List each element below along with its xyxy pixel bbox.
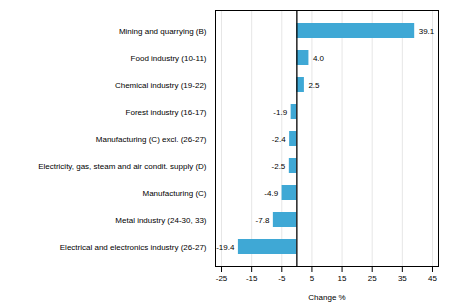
svg-text:Change %: Change % [308,293,345,302]
svg-text:-5: -5 [278,274,286,283]
svg-text:-2.4: -2.4 [272,135,286,144]
svg-text:15: 15 [338,274,347,283]
svg-text:2.5: 2.5 [308,81,320,90]
svg-text:Metal industry (24-30, 33): Metal industry (24-30, 33) [115,216,206,225]
svg-text:Chemical industry (19-22): Chemical industry (19-22) [115,81,207,90]
svg-text:39.1: 39.1 [419,27,435,36]
svg-text:-19.4: -19.4 [216,243,235,252]
svg-text:-2.5: -2.5 [272,162,286,171]
svg-text:Electrical and electronics ind: Electrical and electronics industry (26-… [60,243,207,252]
svg-text:-7.8: -7.8 [256,216,270,225]
svg-text:-15: -15 [246,274,258,283]
svg-text:35: 35 [398,274,407,283]
svg-text:Food industry (10-11): Food industry (10-11) [131,54,207,63]
svg-text:Mining and quarrying (B): Mining and quarrying (B) [119,27,207,36]
svg-text:5: 5 [310,274,315,283]
svg-text:Manufacturing (C): Manufacturing (C) [142,189,206,198]
svg-text:Electricity, gas, steam and ai: Electricity, gas, steam and air condit. … [38,162,207,171]
svg-text:Forest industry (16-17): Forest industry (16-17) [126,108,207,117]
svg-text:-25: -25 [216,274,228,283]
svg-text:45: 45 [428,274,437,283]
svg-text:-1.9: -1.9 [273,108,287,117]
svg-text:25: 25 [368,274,377,283]
svg-text:-4.9: -4.9 [264,189,278,198]
svg-text:Manufacturing (C) excl. (26-27: Manufacturing (C) excl. (26-27) [96,135,207,144]
svg-text:4.0: 4.0 [313,54,325,63]
